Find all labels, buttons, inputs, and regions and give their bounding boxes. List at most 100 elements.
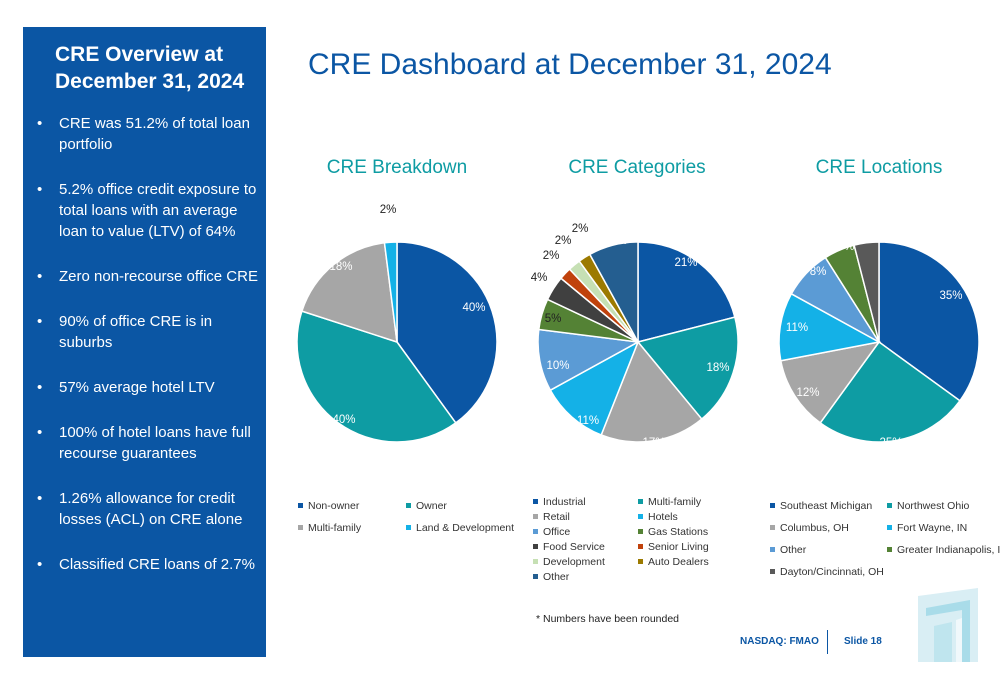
legend-swatch	[638, 528, 643, 534]
legend-item: Multi-family	[298, 522, 361, 534]
legend-swatch	[638, 558, 643, 564]
legend-label: Retail	[543, 511, 570, 523]
legend-item: Office	[533, 526, 570, 538]
legend-item: Auto Dealers	[638, 556, 709, 568]
legend-swatch	[638, 498, 643, 504]
legend-label: Gas Stations	[648, 526, 709, 538]
pie-slice-multi-family	[636, 316, 739, 421]
pie-slice-hotels	[549, 340, 640, 436]
pie-data-label: 4%	[531, 272, 548, 284]
pie-slice-non-owner	[396, 241, 498, 424]
pie-chart-breakdown: 40% 40% 18% 2%	[296, 204, 498, 443]
pie-data-label: 40%	[332, 414, 355, 426]
pie-slice-land-development	[383, 241, 398, 343]
overview-bullet: • 90% of office CRE is in suburbs	[37, 313, 213, 351]
legend-swatch	[887, 524, 892, 530]
pie-slice-dayton-cincinnati-oh	[853, 241, 880, 343]
legend-item: Gas Stations	[638, 526, 708, 538]
legend-locations: Southeast Michigan Northwest Ohio Columbus…	[770, 500, 1000, 590]
legend-item: Northwest Ohio	[887, 500, 969, 512]
footnote: * Numbers have been rounded	[536, 613, 680, 625]
pie-data-label: 40%	[462, 302, 485, 314]
pie-data-label: 35%	[939, 290, 962, 302]
pie-data-label: 25%	[879, 437, 902, 449]
legend-swatch	[533, 558, 538, 564]
pie-slice-retail	[600, 340, 703, 443]
legend-categories: Industrial Multi-family Retail Hotels Office…	[533, 496, 743, 596]
legend-swatch	[533, 543, 538, 549]
legend-label: Fort Wayne, IN	[897, 522, 968, 534]
legend-item: Other	[533, 571, 569, 583]
pie-data-label: 4%	[861, 232, 878, 244]
legend-item: Southeast Michigan	[770, 500, 872, 512]
legend-label: Other	[780, 544, 807, 556]
legend-item: Multi-family	[638, 496, 701, 508]
pie-data-label: 8%	[611, 235, 628, 247]
footer-slide-number: Slide 18	[844, 636, 882, 647]
legend-label: Senior Living	[648, 541, 709, 553]
legend-label: Multi-family	[308, 522, 362, 534]
legend-item: Development	[533, 556, 605, 568]
pie-data-label: 17%	[642, 437, 665, 449]
legend-label: Multi-family	[648, 496, 702, 508]
overview-panel: CRE Overview at December 31, 2024 • CRE w…	[23, 27, 266, 657]
chart-title-locations: CRE Locations	[815, 157, 943, 178]
legend-swatch	[638, 543, 643, 549]
legend-swatch	[770, 568, 775, 574]
chart-title-categories: CRE Categories	[568, 157, 706, 178]
legend-breakdown: Non-owner Owner Multi-family Land & Develop…	[298, 500, 528, 560]
legend-swatch	[406, 502, 411, 508]
pie-data-label: 11%	[786, 322, 808, 334]
pie-slice-other	[588, 241, 639, 343]
legend-swatch	[770, 524, 775, 530]
legend-swatch	[887, 502, 892, 508]
overview-bullet: • Zero non-recourse office CRE	[37, 268, 258, 285]
footer-exchange: NASDAQ: FMAO	[740, 636, 819, 647]
legend-label: Auto Dealers	[648, 556, 709, 568]
company-logo-icon	[918, 588, 978, 662]
legend-swatch	[887, 546, 892, 552]
pie-data-label: 5%	[838, 241, 855, 253]
legend-label: Greater Indianapolis, IN	[897, 544, 1000, 556]
pie-data-label: 2%	[572, 223, 589, 235]
legend-label: Owner	[416, 500, 447, 512]
legend-item: Greater Indianapolis, IN	[887, 544, 1000, 556]
legend-swatch	[298, 524, 303, 530]
legend-swatch	[770, 502, 775, 508]
legend-item: Retail	[533, 511, 570, 523]
chart-title-breakdown: CRE Breakdown	[326, 157, 468, 178]
overview-title: CRE Overview at December 31, 2024	[55, 43, 245, 93]
pie-data-label: 10%	[546, 360, 569, 372]
pie-data-label: 5%	[545, 313, 562, 325]
legend-item: Land & Development	[406, 522, 514, 534]
legend-label: Industrial	[543, 496, 586, 508]
pie-data-label: 12%	[796, 387, 819, 399]
footer-divider	[827, 630, 828, 654]
pie-chart-locations: 35% 25% 12% 11% 8% 5% 4%	[778, 232, 980, 449]
legend-label: Hotels	[648, 511, 678, 523]
legend-item: Fort Wayne, IN	[887, 522, 967, 534]
pie-data-label: 2%	[380, 204, 397, 216]
legend-label: Food Service	[543, 541, 605, 553]
legend-item: Dayton/Cincinnati, OH	[770, 566, 884, 578]
overview-bullet: • 100% of hotel loans have full recourse …	[37, 424, 251, 462]
pie-slice-multi-family	[300, 241, 398, 344]
legend-swatch	[533, 528, 538, 534]
pie-chart-categories: 21%18%17%11%10%5%4%2%2%2%8%	[531, 223, 739, 449]
pie-slice-industrial	[637, 241, 736, 343]
legend-label: Columbus, OH	[780, 522, 849, 534]
pie-data-label: 8%	[810, 266, 827, 278]
overview-bullet-list: • CRE was 51.2% of total loan portfolio •…	[37, 113, 259, 599]
pie-slice-owner	[296, 310, 457, 443]
legend-item: Industrial	[533, 496, 586, 508]
legend-swatch	[533, 573, 538, 579]
legend-label: Development	[543, 556, 605, 568]
pie-slice-southeast-michigan	[878, 241, 980, 402]
overview-bullet: • CRE was 51.2% of total loan portfolio	[37, 115, 250, 153]
legend-swatch	[638, 513, 643, 519]
legend-label: Office	[543, 526, 571, 538]
pie-data-label: 2%	[555, 235, 572, 247]
pie-data-label: 11%	[577, 415, 599, 427]
legend-label: Northwest Ohio	[897, 500, 970, 512]
pie-slice-columbus-oh	[779, 340, 881, 424]
